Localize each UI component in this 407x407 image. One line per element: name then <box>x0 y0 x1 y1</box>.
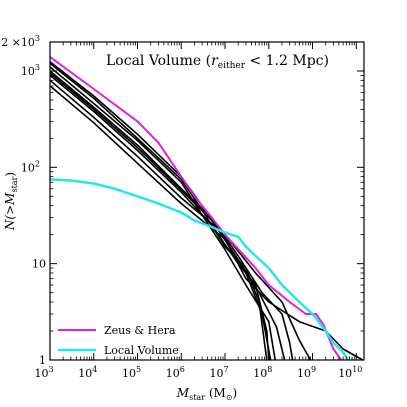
y-tick-label-4: 2 ×103 <box>1 34 40 49</box>
plot-frame <box>49 41 365 361</box>
x-tick-label-5: 108 <box>253 365 272 380</box>
series-layer <box>49 56 364 361</box>
plot-background <box>50 42 364 360</box>
chart-title: Local Volume (reither < 1.2 Mpc) <box>106 53 329 71</box>
tick-layer: 103 104 105 106 107 108 109 1010 1 10 102 103 2 ×103 <box>1 34 364 380</box>
series-line-4 <box>49 70 294 361</box>
series-line-7 <box>49 85 364 361</box>
x-tick-label-1: 104 <box>78 365 97 380</box>
x-tick-label-0: 103 <box>34 365 53 380</box>
legend-label-local-volume: Local Volume <box>104 344 179 357</box>
series-line-0 <box>49 56 342 361</box>
legend: Zeus & Hera Local Volume <box>58 324 179 357</box>
y-tick-label-1: 10 <box>32 258 46 271</box>
legend-label-zeus-hera: Zeus & Hera <box>104 324 176 337</box>
y-tick-label-2: 102 <box>21 159 40 174</box>
series-line-9 <box>49 72 286 361</box>
x-tick-label-7: 1010 <box>338 365 362 380</box>
y-tick-label-3: 103 <box>21 63 40 78</box>
x-tick-label-4: 107 <box>209 365 228 380</box>
y-axis-label: N(>Mstar) <box>3 172 19 231</box>
series-line-1 <box>49 178 350 361</box>
x-tick-label-2: 105 <box>122 365 141 380</box>
y-tick-label-0: 1 <box>39 354 46 367</box>
x-tick-label-6: 109 <box>297 365 316 380</box>
x-axis-label: Mstar (M⊙) <box>176 386 237 402</box>
x-tick-label-3: 106 <box>166 365 185 380</box>
